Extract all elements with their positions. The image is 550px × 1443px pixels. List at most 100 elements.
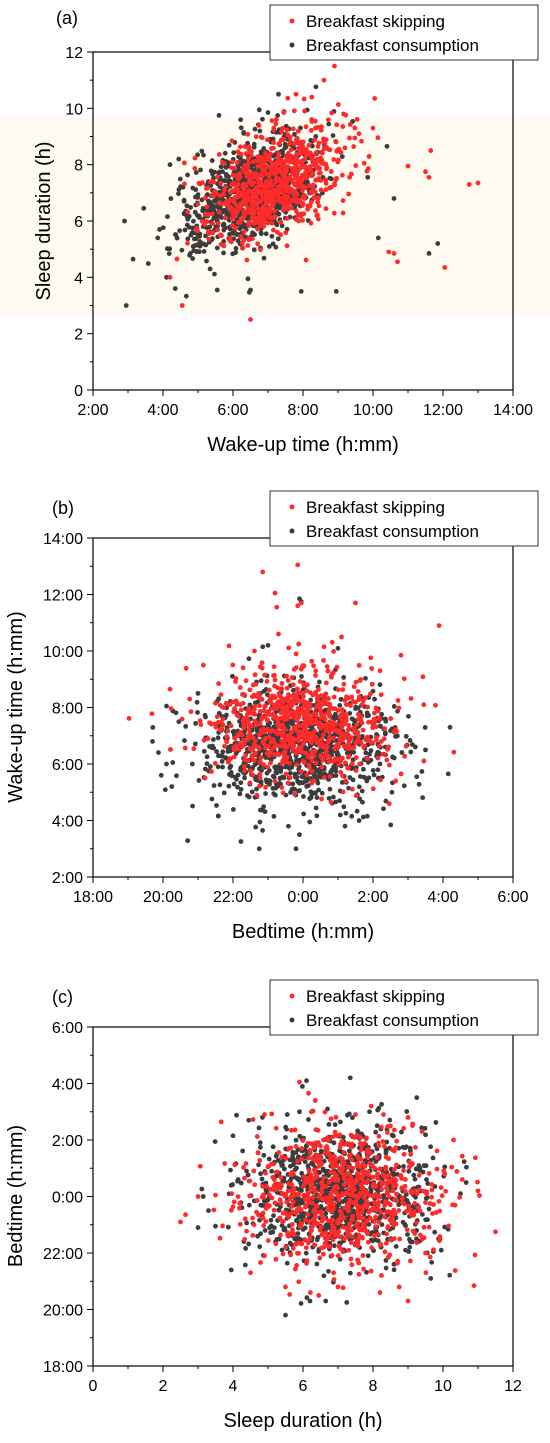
point-skipping [290, 746, 295, 751]
point-skipping [322, 775, 327, 780]
point-skipping [253, 738, 258, 743]
point-skipping [229, 1208, 234, 1213]
point-skipping [379, 1273, 384, 1278]
point-skipping [412, 1201, 417, 1206]
point-consumption [402, 783, 407, 788]
point-consumption [176, 157, 181, 162]
point-consumption [324, 1171, 329, 1176]
point-skipping [184, 666, 189, 671]
point-skipping [453, 1203, 458, 1208]
point-consumption [269, 1218, 274, 1223]
point-skipping [267, 215, 272, 220]
point-consumption [183, 724, 188, 729]
point-consumption [221, 228, 226, 233]
point-consumption [239, 787, 244, 792]
point-consumption [205, 754, 210, 759]
point-skipping [247, 237, 252, 242]
point-skipping [241, 701, 246, 706]
point-consumption [332, 1243, 337, 1248]
point-skipping [365, 756, 370, 761]
point-consumption [246, 1118, 251, 1123]
point-consumption [365, 814, 370, 819]
point-skipping [274, 1126, 279, 1131]
point-skipping [259, 173, 264, 178]
point-consumption [258, 820, 263, 825]
point-skipping [285, 216, 290, 221]
point-consumption [222, 790, 227, 795]
point-consumption [229, 773, 234, 778]
point-consumption [228, 748, 233, 753]
point-skipping [238, 685, 243, 690]
point-skipping [242, 169, 247, 174]
panel-a-legend-marker-skipping [290, 19, 295, 24]
point-skipping [288, 159, 293, 164]
point-skipping [267, 210, 272, 215]
point-consumption [273, 786, 278, 791]
point-skipping [316, 141, 321, 146]
point-consumption [284, 765, 289, 770]
panel-a-legend-skipping: Breakfast skipping [306, 12, 445, 31]
point-skipping [268, 183, 273, 188]
point-consumption [290, 787, 295, 792]
point-skipping [348, 122, 353, 127]
point-consumption [247, 795, 252, 800]
point-consumption [192, 243, 197, 248]
point-consumption [283, 1135, 288, 1140]
point-consumption [364, 779, 369, 784]
point-skipping [309, 740, 314, 745]
point-skipping [326, 117, 331, 122]
point-consumption [271, 1213, 276, 1218]
point-skipping [274, 715, 279, 720]
point-consumption [299, 289, 304, 294]
point-skipping [307, 143, 312, 148]
point-skipping [271, 695, 276, 700]
point-skipping [351, 745, 356, 750]
point-consumption [234, 246, 239, 251]
point-consumption [311, 1162, 316, 1167]
point-consumption [150, 739, 155, 744]
point-consumption [218, 782, 223, 787]
point-skipping [347, 1222, 352, 1227]
point-skipping [311, 189, 316, 194]
point-skipping [324, 680, 329, 685]
point-consumption [297, 1109, 302, 1114]
point-skipping [244, 151, 249, 156]
point-skipping [331, 649, 336, 654]
point-consumption [378, 761, 383, 766]
point-skipping [428, 148, 433, 153]
point-consumption [401, 1164, 406, 1169]
point-skipping [287, 1292, 292, 1297]
point-skipping [343, 779, 348, 784]
point-consumption [198, 167, 203, 172]
point-skipping [349, 695, 354, 700]
point-skipping [314, 717, 319, 722]
point-consumption [285, 1261, 290, 1266]
point-skipping [202, 222, 207, 227]
point-skipping [242, 769, 247, 774]
point-skipping [323, 717, 328, 722]
x-tick-label: 12:00 [423, 402, 463, 419]
panel-a-label: (a) [56, 8, 78, 28]
point-consumption [270, 234, 275, 239]
point-consumption [414, 1095, 419, 1100]
point-skipping [248, 768, 253, 773]
point-skipping [292, 667, 297, 672]
point-skipping [318, 178, 323, 183]
point-skipping [294, 762, 299, 767]
point-consumption [197, 239, 202, 244]
point-consumption [206, 1208, 211, 1213]
point-consumption [258, 1140, 263, 1145]
point-consumption [423, 725, 428, 730]
point-skipping [473, 1253, 478, 1258]
point-skipping [321, 1252, 326, 1257]
point-skipping [313, 119, 318, 124]
point-skipping [349, 1133, 354, 1138]
point-skipping [386, 1255, 391, 1260]
point-skipping [249, 182, 254, 187]
point-skipping [349, 172, 354, 177]
point-consumption [422, 1163, 427, 1168]
point-skipping [313, 761, 318, 766]
point-consumption [182, 738, 187, 743]
point-skipping [250, 1233, 255, 1238]
x-tick-label: 2:00 [357, 889, 388, 906]
